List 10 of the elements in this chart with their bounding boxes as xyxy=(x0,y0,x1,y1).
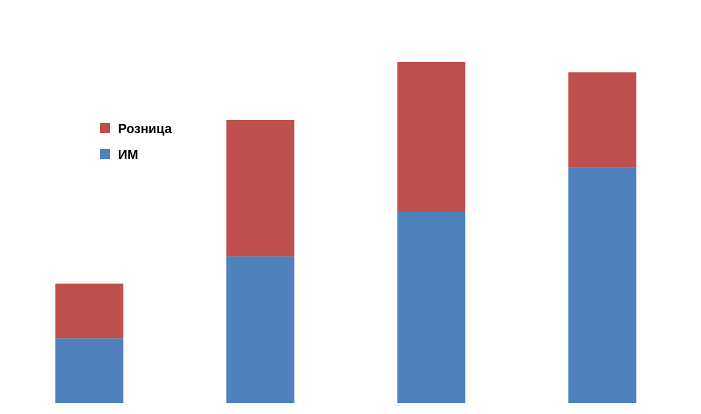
bar xyxy=(397,212,466,403)
bar xyxy=(568,72,636,168)
legend-label: Розница xyxy=(118,120,172,136)
legend-label: ИМ xyxy=(118,146,138,162)
bar xyxy=(397,62,466,212)
bar xyxy=(226,120,294,256)
bar xyxy=(568,168,636,403)
bar xyxy=(226,256,294,403)
bar xyxy=(55,338,124,403)
bar xyxy=(55,284,124,338)
